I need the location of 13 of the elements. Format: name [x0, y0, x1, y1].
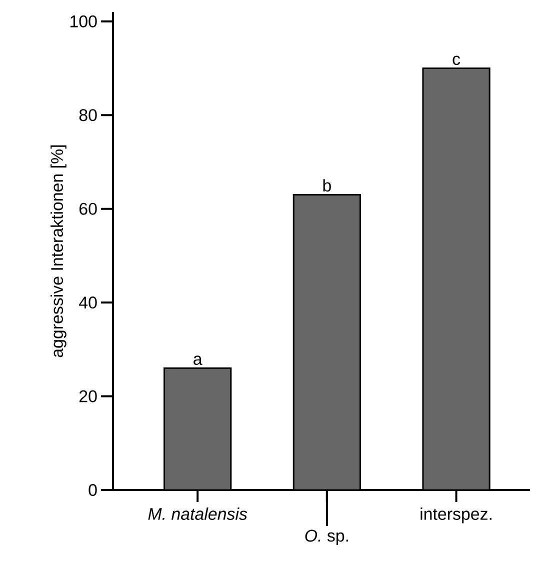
y-tick-label: 100	[70, 15, 97, 28]
y-tick-label: 20	[80, 390, 97, 402]
y-tick-label: 80	[79, 109, 97, 122]
annotation: b	[323, 179, 331, 192]
x-tick-label: O. sp.	[305, 530, 348, 546]
annotation: c	[452, 56, 460, 66]
y-tick-label: 0	[88, 484, 97, 496]
y-tick-label: 60	[80, 202, 97, 215]
y-tick-label: 40	[79, 296, 97, 309]
x-tick-label: M. natalensis	[148, 508, 248, 520]
x-tick-label: interspez.	[420, 508, 492, 524]
y-axis-title: aggressive Interaktionen [%]	[50, 145, 66, 358]
annotation: a	[194, 356, 202, 365]
